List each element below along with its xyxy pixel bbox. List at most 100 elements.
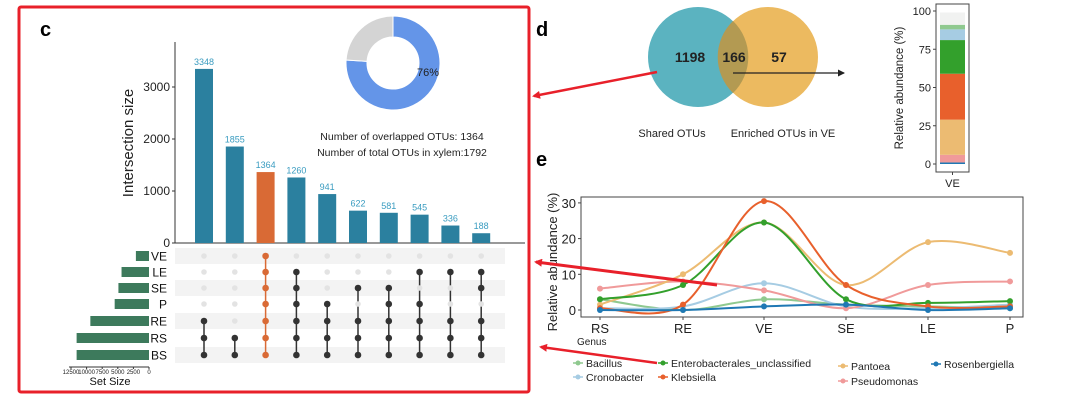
series-point — [1007, 278, 1013, 285]
matrix-dot-active — [262, 334, 269, 342]
matrix-row-shade — [175, 313, 505, 329]
venn-left-label: Shared OTUs — [638, 128, 706, 140]
set-size-title: Set Size — [90, 376, 131, 388]
matrix-dot-active — [385, 351, 393, 359]
matrix-dot-active — [447, 351, 454, 359]
matrix-dot-active — [262, 268, 269, 276]
set-size-tick-label: 5000 — [111, 370, 125, 376]
x-tick-label: VE — [945, 178, 960, 190]
matrix-dot-active — [416, 351, 423, 359]
x-tick-label: VE — [755, 321, 773, 336]
legend-swatch-dot — [660, 360, 666, 366]
series-point — [925, 282, 931, 289]
matrix-dot-active — [354, 317, 362, 325]
set-size-bar — [114, 299, 149, 309]
matrix-dot-active — [231, 351, 239, 359]
stacked-segment — [940, 162, 965, 164]
matrix-dot-active — [354, 351, 362, 359]
intersection-bar — [472, 233, 491, 243]
series-line-pseudomonas — [599, 280, 1011, 310]
intersection-bar — [349, 210, 367, 243]
plot-frame — [580, 196, 1024, 318]
matrix-dot-active — [200, 351, 208, 359]
donut-chart: 76% Number of overlapped OTUs: 1364 Number… — [317, 15, 487, 159]
matrix-dot-active — [354, 334, 362, 342]
set-size-bar — [118, 283, 149, 293]
legend-swatch-dot — [575, 374, 581, 380]
legend-item-label: Rosenbergiella — [944, 359, 1014, 371]
matrix-dot-inactive — [232, 285, 238, 291]
venn-left-count: 1198 — [675, 49, 706, 65]
intersection-bar — [256, 172, 275, 243]
set-size-tick-label: 12500 — [63, 370, 80, 376]
intersection-bar — [441, 225, 460, 243]
x-tick-label: SE — [837, 321, 855, 336]
donut-annotation: Number of total OTUs in xylem:1792 — [317, 147, 487, 159]
matrix-dot-active — [416, 300, 423, 308]
legend-item-label: Pantoea — [851, 361, 890, 373]
upset-plot: 0 1000 2000 3000 Intersection size 3348 1855 13… — [63, 42, 525, 388]
matrix-dot-active — [323, 317, 331, 325]
set-size-tick-label: 7500 — [96, 370, 110, 376]
x-tick-label: LE — [920, 321, 936, 336]
legend-item-label: Pseudomonas — [851, 376, 918, 388]
x-tick-label: P — [1006, 321, 1015, 336]
series-point — [761, 280, 767, 287]
matrix-dot-inactive — [232, 269, 238, 275]
matrix-row-shade — [175, 280, 505, 296]
red-arrow-line-chart — [534, 258, 718, 287]
panel-label-d: d — [536, 19, 548, 41]
matrix-dot-active — [262, 252, 269, 260]
matrix-dot-active — [447, 268, 454, 276]
venn-overlap-count: 166 — [722, 49, 746, 65]
matrix-dot-active — [200, 317, 208, 325]
matrix-dot-active — [323, 300, 331, 308]
set-label: SE — [151, 282, 167, 296]
matrix-dot-active — [231, 334, 239, 342]
series-point — [1007, 305, 1013, 312]
matrix-dot-inactive — [355, 269, 361, 275]
y-tick-label: 10 — [562, 267, 576, 282]
matrix-dot-inactive — [478, 253, 485, 259]
matrix-dot-active — [293, 284, 300, 292]
line-chart: 0 10 20 30 RS RE VE SE LE P Relative abundance (%)… — [545, 193, 1024, 388]
matrix-dot-active — [416, 317, 423, 325]
set-label: LE — [152, 266, 167, 280]
set-size-bar — [90, 316, 149, 326]
matrix-dot-active — [385, 300, 393, 308]
legend-title: Genus — [577, 337, 606, 348]
set-size-tick-label: 0 — [147, 370, 151, 376]
series-point — [597, 307, 603, 313]
intersection-bar — [410, 214, 429, 243]
y-tick-label: 0 — [569, 303, 576, 318]
matrix-dot-inactive — [232, 301, 238, 307]
series-point — [843, 296, 849, 303]
intersection-value-label: 336 — [443, 214, 458, 224]
venn-right-label: Enriched OTUs in VE — [731, 128, 836, 140]
matrix-dot-active — [262, 317, 269, 325]
legend-item-label: Klebsiella — [671, 372, 716, 384]
intersection-value-label: 3348 — [194, 57, 214, 67]
matrix-dot-active — [477, 351, 485, 359]
y-tick-label: 0 — [163, 236, 170, 250]
series-point — [761, 219, 767, 226]
intersection-value-label: 581 — [381, 201, 396, 211]
y-tick-label: 30 — [562, 196, 576, 211]
stacked-segment — [940, 40, 965, 74]
set-label: RE — [150, 315, 167, 329]
series-point — [1007, 249, 1013, 256]
y-tick-label: 1000 — [143, 184, 170, 198]
matrix-dot-inactive — [447, 285, 454, 291]
x-tick-label: RS — [591, 321, 609, 336]
set-size-bar — [135, 251, 149, 261]
set-size-bar — [76, 350, 149, 360]
matrix-dot-inactive — [201, 285, 207, 291]
matrix-dot-active — [293, 317, 300, 325]
matrix-dot-inactive — [324, 269, 331, 275]
matrix-dot-inactive — [232, 253, 238, 259]
y-tick-label: 2000 — [143, 132, 170, 146]
matrix-dot-active — [416, 268, 423, 276]
venn-circle-shared — [648, 7, 748, 107]
venn-overlap — [717, 21, 749, 93]
